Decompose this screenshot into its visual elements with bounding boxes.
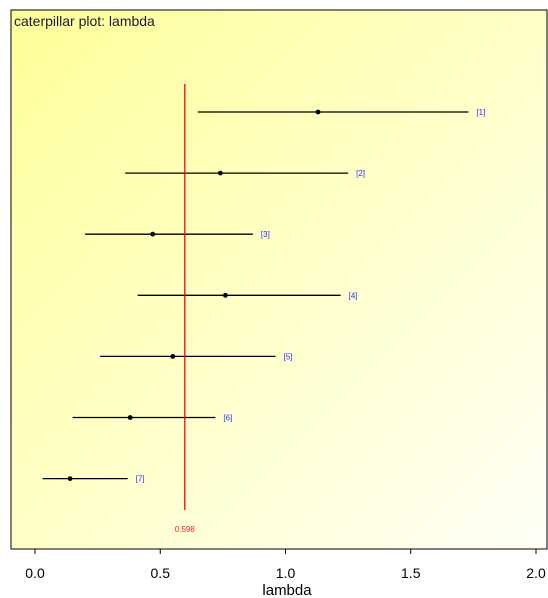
interval-2: [2]: [125, 169, 365, 178]
mean-point: [170, 354, 176, 359]
interval-label: [5]: [283, 352, 292, 361]
interval-label: [3]: [261, 230, 270, 239]
x-axis: 0.0 0.5 1.0 1.5 2.0: [25, 549, 546, 581]
x-tick-label: 0.0: [25, 565, 45, 581]
mean-point: [67, 476, 73, 481]
mean-point: [222, 292, 228, 298]
x-axis-label: lambda: [262, 582, 312, 598]
mean-point: [217, 170, 223, 176]
interval-label: [2]: [356, 169, 365, 178]
interval-3: [3]: [85, 230, 270, 239]
plot-area: [10, 9, 548, 550]
interval-6: [6]: [72, 414, 232, 423]
reference-value-label: 0.598: [175, 525, 196, 534]
interval-4: [4]: [137, 291, 358, 300]
interval-label: [7]: [136, 475, 145, 484]
interval-label: [6]: [223, 414, 232, 423]
interval-label: [1]: [476, 108, 485, 117]
chart-title: caterpillar plot: lambda: [14, 13, 155, 29]
x-tick-label: 0.5: [151, 565, 171, 581]
x-tick-label: 1.5: [401, 565, 421, 581]
interval-7: [7]: [42, 475, 145, 484]
reference-layer: 0.598: [175, 84, 196, 534]
interval-1: [1]: [197, 108, 485, 117]
intervals-layer: [1] [2] [3] [4] [5] [6] [7]: [42, 108, 485, 484]
mean-point: [150, 231, 156, 237]
x-tick-label: 1.0: [276, 565, 296, 581]
x-tick-label: 2.0: [526, 565, 546, 581]
mean-point: [127, 415, 133, 420]
interval-label: [4]: [349, 291, 358, 300]
interval-5: [5]: [100, 352, 292, 361]
mean-point: [315, 109, 321, 115]
